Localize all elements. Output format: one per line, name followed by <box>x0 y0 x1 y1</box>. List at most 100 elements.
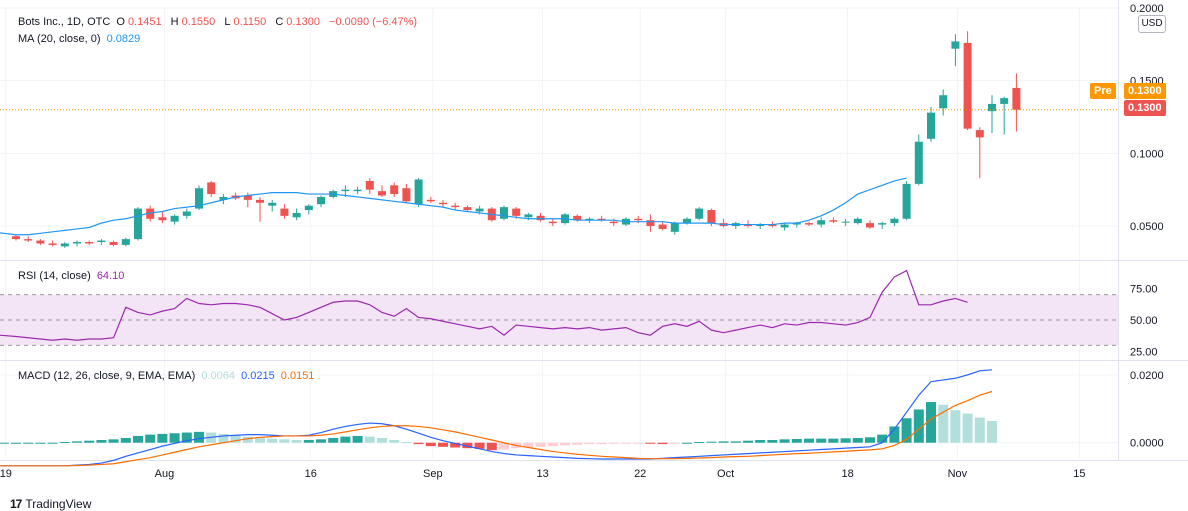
macd-hist-bar[interactable] <box>816 438 827 443</box>
candle-body[interactable] <box>182 211 191 216</box>
macd-hist-bar[interactable] <box>779 439 790 443</box>
candle-body[interactable] <box>573 215 582 221</box>
macd-hist-bar[interactable] <box>364 436 375 443</box>
candle-body[interactable] <box>780 224 789 228</box>
macd-hist-bar[interactable] <box>621 442 631 444</box>
candle-body[interactable] <box>805 223 813 225</box>
candle-body[interactable] <box>121 239 130 245</box>
macd-hist-bar[interactable] <box>950 410 961 443</box>
macd-hist-bar[interactable] <box>59 442 70 444</box>
candle-body[interactable] <box>134 208 142 240</box>
macd-hist-bar[interactable] <box>181 432 192 443</box>
candle-body[interactable] <box>670 223 679 232</box>
macd-hist-bar[interactable] <box>96 440 107 443</box>
candle-body[interactable] <box>695 208 704 219</box>
macd-hist-bar[interactable] <box>682 442 692 444</box>
candle-body[interactable] <box>439 202 447 205</box>
candle-body[interactable] <box>878 223 887 225</box>
macd-hist-bar[interactable] <box>901 418 912 443</box>
candle-body[interactable] <box>243 195 252 200</box>
candle-body[interactable] <box>597 218 606 221</box>
candle-body[interactable] <box>451 205 460 208</box>
macd-hist-bar[interactable] <box>828 438 839 443</box>
candle-body[interactable] <box>817 220 826 225</box>
candle-body[interactable] <box>463 207 472 211</box>
candle-body[interactable] <box>902 183 911 219</box>
macd-hist-bar[interactable] <box>169 433 180 443</box>
macd-hist-bar[interactable] <box>0 442 9 444</box>
candle-body[interactable] <box>341 189 350 192</box>
candle-body[interactable] <box>536 215 545 221</box>
macd-hist-bar[interactable] <box>474 442 485 449</box>
macd-hist-bar[interactable] <box>535 442 546 447</box>
candle-body[interactable] <box>378 191 386 196</box>
macd-hist-bar[interactable] <box>584 442 595 445</box>
candle-body[interactable] <box>292 212 301 218</box>
macd-hist-bar[interactable] <box>157 433 168 443</box>
macd-hist-bar[interactable] <box>194 431 204 443</box>
candle-body[interactable] <box>975 130 984 138</box>
candle-body[interactable] <box>853 218 862 224</box>
candle-body[interactable] <box>1000 98 1009 104</box>
macd-hist-bar[interactable] <box>255 437 265 443</box>
candle-body[interactable] <box>634 218 643 221</box>
candle-body[interactable] <box>658 224 667 229</box>
candle-body[interactable] <box>268 202 277 206</box>
macd-hist-bar[interactable] <box>852 437 863 443</box>
macd-hist-bar[interactable] <box>267 438 278 443</box>
candle-body[interactable] <box>109 242 118 245</box>
macd-hist-bar[interactable] <box>718 441 729 443</box>
macd-hist-bar[interactable] <box>767 440 778 443</box>
candle-body[interactable] <box>390 185 399 195</box>
ma-legend[interactable]: MA (20, close, 0) 0.0829 <box>18 32 143 46</box>
candle-body[interactable] <box>146 208 155 219</box>
macd-hist-bar[interactable] <box>547 442 558 447</box>
candle-body[interactable] <box>170 215 179 222</box>
macd-hist-bar[interactable] <box>303 440 314 443</box>
macd-hist-bar[interactable] <box>84 440 95 443</box>
macd-hist-bar[interactable] <box>938 404 949 443</box>
macd-hist-bar[interactable] <box>755 440 766 443</box>
signal-line[interactable] <box>0 390 993 467</box>
macd-hist-bar[interactable] <box>486 442 497 451</box>
candle-body[interactable] <box>914 141 923 184</box>
currency-badge[interactable]: USD <box>1138 15 1166 33</box>
candle-body[interactable] <box>744 224 752 227</box>
candle-body[interactable] <box>756 224 765 227</box>
candle-body[interactable] <box>768 224 777 227</box>
macd-hist-bar[interactable] <box>926 402 936 443</box>
tradingview-footer[interactable]: 17 TradingView <box>10 497 91 511</box>
macd-hist-bar[interactable] <box>889 426 900 443</box>
macd-hist-bar[interactable] <box>560 442 570 446</box>
macd-hist-bar[interactable] <box>987 421 997 443</box>
macd-hist-bar[interactable] <box>462 442 473 449</box>
candle-body[interactable] <box>256 199 264 203</box>
macd-hist-bar[interactable] <box>791 439 802 443</box>
candle-body[interactable] <box>402 188 411 202</box>
macd-hist-bar[interactable] <box>377 437 387 443</box>
candle-body[interactable] <box>963 42 972 129</box>
macd-hist-bar[interactable] <box>35 442 46 444</box>
candle-body[interactable] <box>524 214 533 218</box>
candle-body[interactable] <box>158 217 167 221</box>
candle-body[interactable] <box>12 236 20 240</box>
candle-body[interactable] <box>585 218 594 221</box>
candle-body[interactable] <box>365 180 374 190</box>
candle-body[interactable] <box>414 179 423 205</box>
rsi-legend[interactable]: RSI (14, close) 64.10 <box>18 269 127 283</box>
macd-hist-bar[interactable] <box>694 442 705 444</box>
macd-hist-bar[interactable] <box>11 442 21 444</box>
macd-hist-bar[interactable] <box>145 434 156 443</box>
macd-hist-bar[interactable] <box>108 439 119 443</box>
macd-hist-bar[interactable] <box>352 435 363 443</box>
macd-hist-bar[interactable] <box>913 409 924 443</box>
macd-hist-bar[interactable] <box>669 442 680 444</box>
macd-hist-bar[interactable] <box>47 442 58 444</box>
candle-body[interactable] <box>927 112 935 139</box>
candle-body[interactable] <box>512 208 521 216</box>
ma-line[interactable] <box>0 177 907 236</box>
candle-body[interactable] <box>24 239 33 241</box>
macd-hist-bar[interactable] <box>840 438 851 443</box>
candle-body[interactable] <box>500 207 508 219</box>
macd-hist-bar[interactable] <box>425 442 436 447</box>
